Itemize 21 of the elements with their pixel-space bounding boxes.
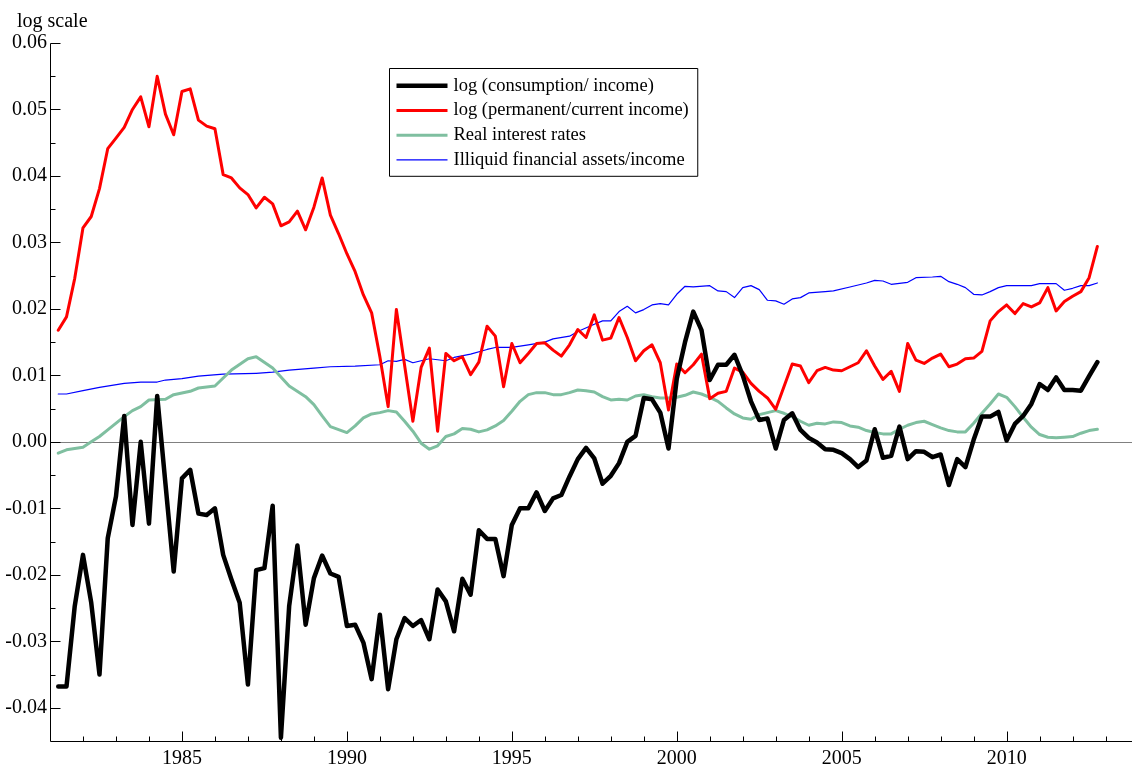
y-tick-label: 0.02 — [12, 296, 47, 319]
y-tick-label: 0.03 — [12, 229, 47, 252]
y-tick-label: -0.03 — [5, 628, 47, 651]
x-tick-label: 1985 — [161, 746, 202, 769]
legend-label: log (permanent/current income) — [453, 99, 689, 121]
x-tick-label: 1995 — [491, 746, 532, 769]
legend-label: log (consumption/ income) — [453, 74, 654, 96]
y-tick-label: -0.02 — [5, 562, 47, 585]
y-tick-label: 0.01 — [12, 362, 47, 385]
x-tick-label: 2005 — [821, 746, 862, 769]
x-tick-label: 2010 — [986, 746, 1027, 769]
x-tick-label: 1990 — [326, 746, 367, 769]
y-tick-label: -0.01 — [5, 495, 47, 518]
x-tick-label: 2000 — [656, 746, 697, 769]
y-tick-label: 0.00 — [12, 429, 47, 452]
y-tick-label: 0.05 — [12, 96, 47, 119]
y-axis-title: log scale — [17, 9, 88, 33]
y-tick-label: 0.04 — [12, 163, 47, 186]
legend-label: Illiquid financial assets/income — [453, 148, 685, 169]
y-tick-label: -0.04 — [5, 695, 47, 718]
legend-label: Real interest rates — [453, 124, 587, 145]
